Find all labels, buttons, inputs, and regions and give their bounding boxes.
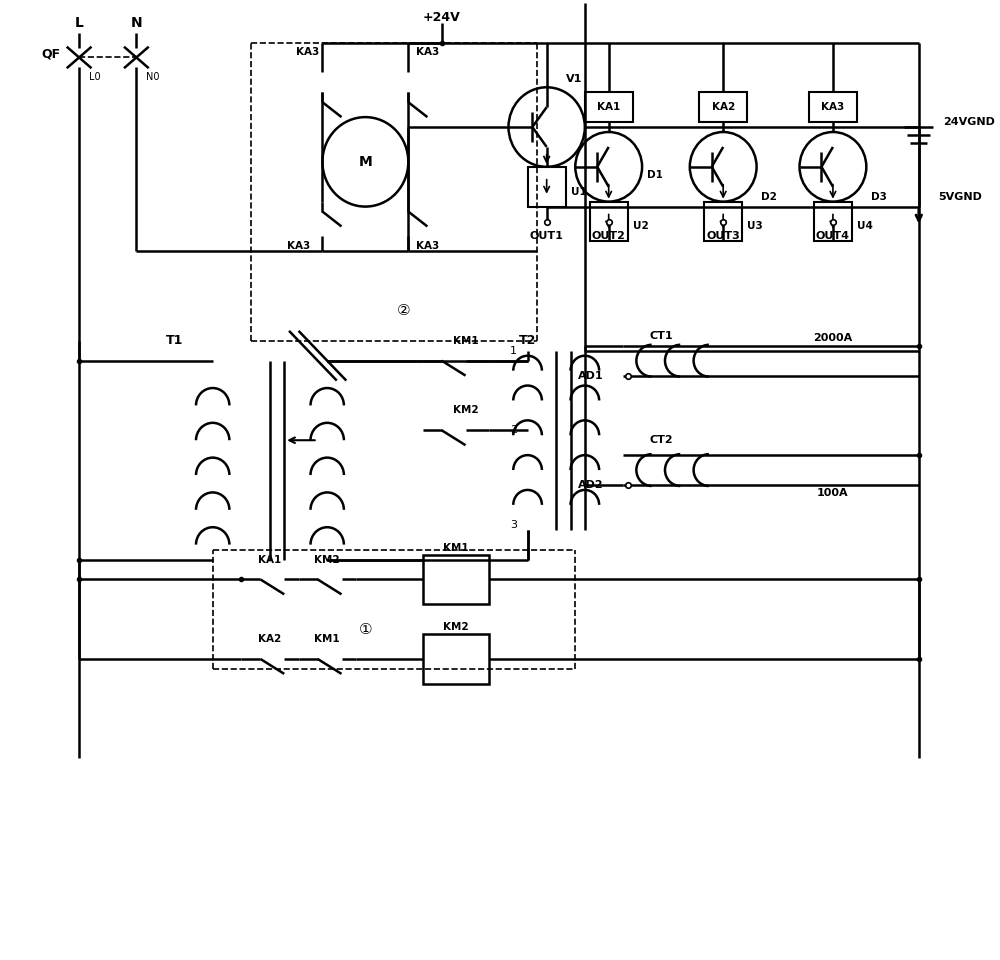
Text: U3: U3 bbox=[747, 222, 763, 231]
Bar bbox=[585, 92, 633, 122]
Text: U1: U1 bbox=[571, 186, 586, 197]
Text: OUT1: OUT1 bbox=[530, 231, 564, 241]
Circle shape bbox=[690, 132, 757, 202]
Circle shape bbox=[509, 87, 585, 167]
Text: KA1: KA1 bbox=[597, 102, 620, 112]
Text: KM2: KM2 bbox=[453, 405, 478, 416]
Bar bbox=[423, 555, 489, 604]
Text: OUT4: OUT4 bbox=[816, 231, 850, 241]
Text: N0: N0 bbox=[146, 72, 159, 83]
Text: V1: V1 bbox=[566, 74, 582, 84]
Text: KA2: KA2 bbox=[258, 634, 282, 644]
Text: ②: ② bbox=[397, 303, 410, 319]
Text: KA3: KA3 bbox=[416, 47, 439, 58]
Text: ①: ① bbox=[359, 622, 372, 636]
Text: 24VGND: 24VGND bbox=[943, 117, 995, 127]
Text: KA3: KA3 bbox=[416, 241, 439, 252]
Text: 3: 3 bbox=[510, 519, 517, 530]
Text: 100A: 100A bbox=[817, 488, 849, 498]
Text: CT2: CT2 bbox=[649, 435, 673, 445]
Text: OUT3: OUT3 bbox=[706, 231, 740, 241]
Text: KA3: KA3 bbox=[296, 47, 320, 58]
Text: L0: L0 bbox=[89, 72, 100, 83]
Bar bbox=[809, 92, 857, 122]
Text: KM2: KM2 bbox=[443, 622, 469, 632]
Text: CT1: CT1 bbox=[649, 331, 673, 341]
Text: N: N bbox=[131, 15, 142, 30]
Text: M: M bbox=[358, 155, 372, 169]
Bar bbox=[814, 202, 852, 241]
Bar bbox=[423, 635, 489, 684]
Text: KA1: KA1 bbox=[258, 555, 282, 564]
Text: AD1: AD1 bbox=[578, 371, 604, 380]
Bar bbox=[704, 202, 742, 241]
Text: 5VGND: 5VGND bbox=[938, 192, 982, 202]
Text: 2000A: 2000A bbox=[813, 333, 853, 343]
Text: KM1: KM1 bbox=[443, 542, 469, 553]
Text: QF: QF bbox=[41, 48, 60, 61]
Text: OUT2: OUT2 bbox=[592, 231, 626, 241]
Circle shape bbox=[575, 132, 642, 202]
Text: D3: D3 bbox=[871, 192, 887, 202]
Text: U4: U4 bbox=[857, 222, 873, 231]
Text: +24V: +24V bbox=[423, 12, 461, 24]
Circle shape bbox=[322, 117, 408, 206]
Bar bbox=[528, 167, 566, 206]
Text: KM2: KM2 bbox=[314, 555, 340, 564]
Text: 1: 1 bbox=[510, 346, 517, 356]
Bar bbox=[699, 92, 747, 122]
Circle shape bbox=[800, 132, 866, 202]
Text: D2: D2 bbox=[761, 192, 777, 202]
Text: 2: 2 bbox=[510, 425, 517, 435]
Text: KA3: KA3 bbox=[287, 241, 310, 252]
Text: T1: T1 bbox=[166, 334, 183, 348]
Text: KM1: KM1 bbox=[453, 336, 478, 346]
Text: D1: D1 bbox=[647, 170, 663, 180]
Text: U2: U2 bbox=[633, 222, 648, 231]
Text: KA3: KA3 bbox=[821, 102, 845, 112]
Text: KA2: KA2 bbox=[712, 102, 735, 112]
Text: KM1: KM1 bbox=[314, 634, 340, 644]
Text: T2: T2 bbox=[519, 334, 536, 348]
Text: AD2: AD2 bbox=[578, 480, 604, 490]
Bar bbox=[590, 202, 628, 241]
Text: L: L bbox=[75, 15, 84, 30]
